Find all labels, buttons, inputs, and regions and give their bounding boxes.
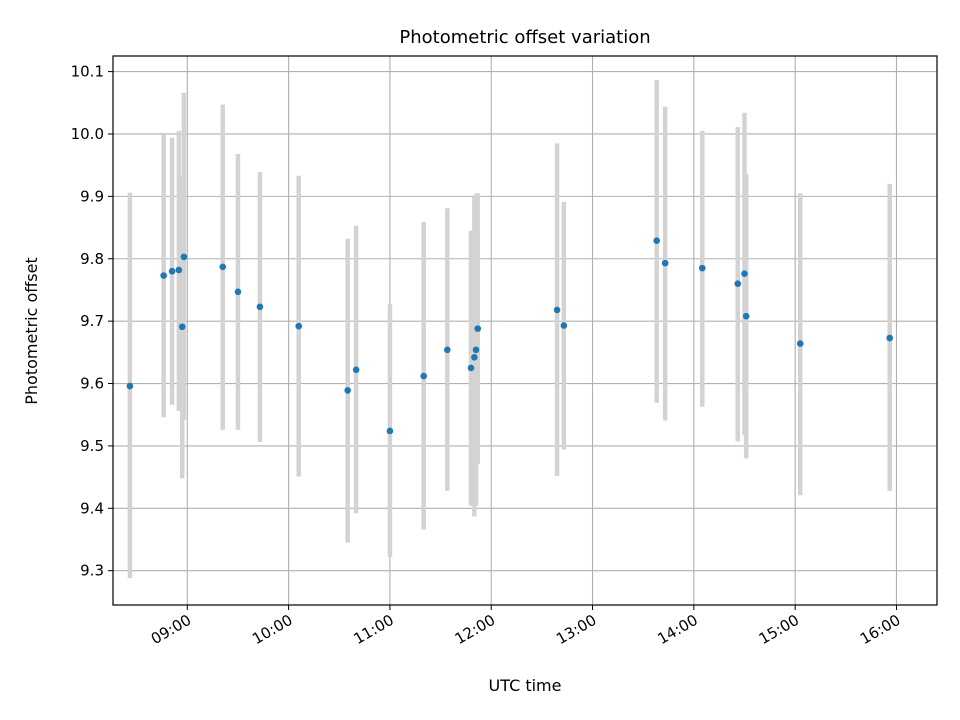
data-point [742,312,750,320]
y-tick-label: 9.8 [80,250,104,268]
chart-title: Photometric offset variation [399,27,650,48]
data-point [661,259,669,267]
y-tick-label: 10.0 [71,125,104,143]
data-point [741,270,748,278]
data-point [420,372,427,380]
y-tick-label: 9.9 [80,187,104,205]
y-tick-label: 9.5 [80,437,104,455]
data-point [344,387,352,394]
data-point [796,340,804,347]
x-axis-title: UTC time [489,676,562,695]
data-point [553,306,561,314]
y-tick-label: 9.3 [80,562,104,580]
data-point [471,354,478,361]
y-tick-label: 9.4 [80,499,104,517]
data-point [126,382,134,390]
data-point [472,346,480,354]
data-point [180,253,188,261]
data-point [467,364,475,372]
data-points [126,237,894,435]
data-point [474,325,482,332]
y-axis-title: Photometric offset [22,257,41,405]
data-point [386,427,394,435]
data-point [219,263,227,271]
data-point [698,264,706,272]
y-tick-label: 9.7 [80,312,104,330]
data-point [295,322,303,330]
data-point [256,303,264,311]
data-point [168,267,176,275]
plot-frame [112,55,938,606]
y-tick-label: 9.6 [80,375,104,393]
data-point [234,288,242,296]
data-point [653,237,661,244]
y-axis: 9.3 9.4 9.5 9.6 9.7 9.8 9.9 10.0 10.1 [71,63,113,580]
data-point [175,266,183,274]
data-point [734,280,742,288]
data-point [886,334,894,342]
data-point [560,322,568,329]
data-point [178,323,186,331]
data-point [160,272,167,279]
data-point [352,366,360,374]
y-tick-label: 10.1 [71,63,104,81]
data-point [444,346,451,354]
